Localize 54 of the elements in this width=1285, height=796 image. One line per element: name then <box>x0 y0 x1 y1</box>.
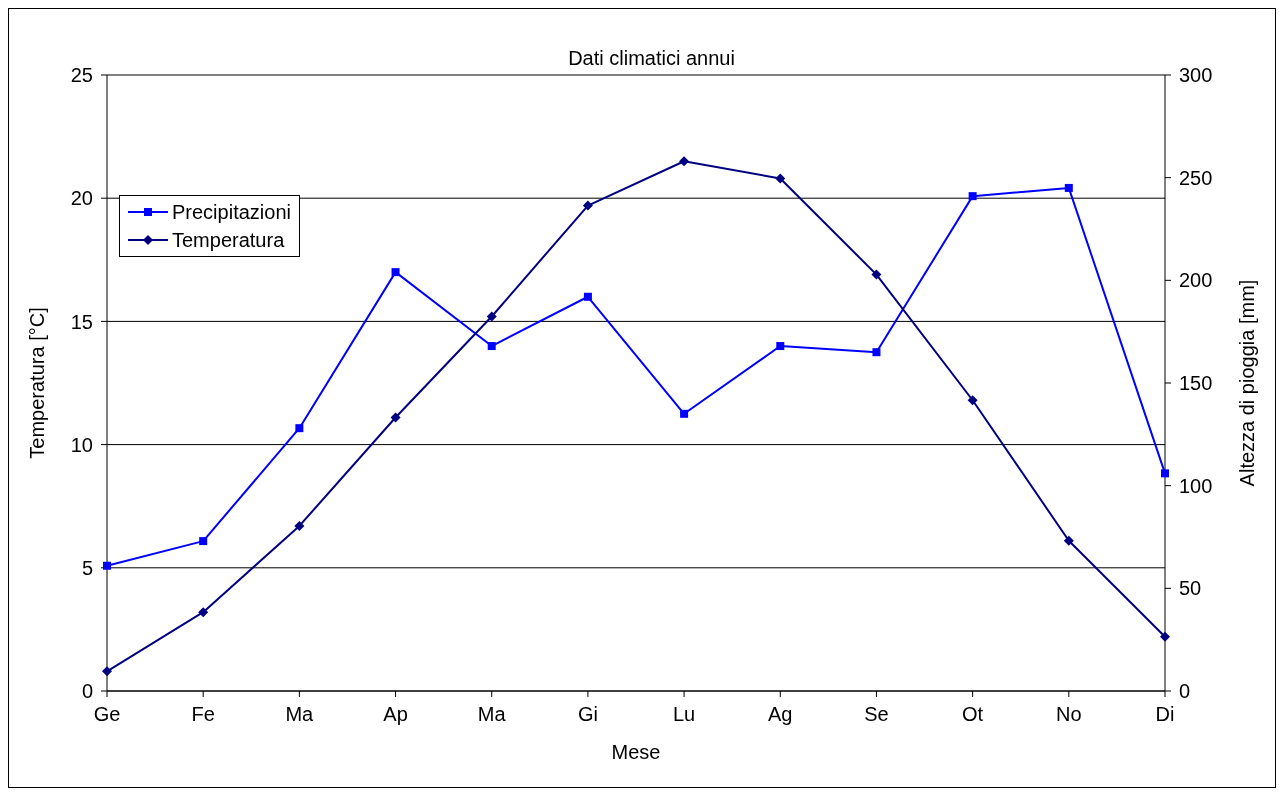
x-tick-label: Ma <box>477 703 507 726</box>
y-axis-title: Temperatura [°C] <box>26 307 49 459</box>
x-tick-label: Lu <box>672 703 696 726</box>
y2-tick-label: 150 <box>1179 372 1213 395</box>
point <box>871 269 882 280</box>
y2-tick-label: 250 <box>1179 166 1213 189</box>
y2-tick-label: 200 <box>1179 269 1213 292</box>
point <box>1064 183 1073 192</box>
y-tick-label: 15 <box>70 310 93 333</box>
point <box>295 424 304 433</box>
y-tick-label: 5 <box>81 556 93 579</box>
y2-axis-title: Altezza di pioggia [mm] <box>1236 279 1259 487</box>
point <box>294 520 305 531</box>
x-tick-label: Se <box>864 703 889 726</box>
point <box>872 348 881 357</box>
point <box>1063 535 1074 546</box>
y-tick-label: 0 <box>81 680 93 703</box>
legend-label: Temperatura <box>172 228 285 253</box>
y2-tick-label: 300 <box>1179 64 1213 87</box>
point <box>583 292 592 301</box>
y2-tick-label: 100 <box>1179 474 1213 497</box>
y2-tick-label: 50 <box>1179 577 1202 600</box>
point <box>968 192 977 201</box>
point <box>486 311 497 322</box>
legend-label: Precipitazioni <box>172 200 291 225</box>
point <box>679 156 690 167</box>
x-tick-label: Ag <box>768 703 793 726</box>
point <box>680 409 689 418</box>
y-tick-label: 10 <box>70 433 93 456</box>
y2-tick-label: 0 <box>1179 680 1191 703</box>
x-tick-label: Ot <box>962 703 984 726</box>
x-tick-label: No <box>1056 703 1082 726</box>
point <box>776 342 785 351</box>
x-tick-label: Gi <box>577 703 598 726</box>
y-tick-label: 20 <box>70 187 93 210</box>
point <box>487 342 496 351</box>
point <box>775 173 786 184</box>
point <box>391 268 400 277</box>
x-tick-label: Fe <box>191 703 215 726</box>
point <box>1161 469 1169 478</box>
chart-title: Dati climatici annui <box>568 47 735 69</box>
x-tick-label: Ap <box>383 703 408 726</box>
point <box>198 607 209 618</box>
point <box>102 666 112 677</box>
x-tick-label: Ma <box>285 703 315 726</box>
point <box>582 200 593 211</box>
point <box>390 412 401 423</box>
y-tick-label: 25 <box>70 64 93 87</box>
x-tick-label: Di <box>1155 703 1175 726</box>
x-tick-label: Ge <box>93 703 121 726</box>
point <box>967 395 978 406</box>
point <box>199 537 208 546</box>
x-axis-title: Mese <box>611 741 661 763</box>
point <box>1160 631 1170 642</box>
